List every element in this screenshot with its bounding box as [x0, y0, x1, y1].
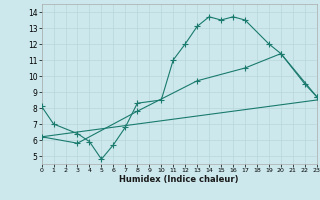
X-axis label: Humidex (Indice chaleur): Humidex (Indice chaleur) — [119, 175, 239, 184]
